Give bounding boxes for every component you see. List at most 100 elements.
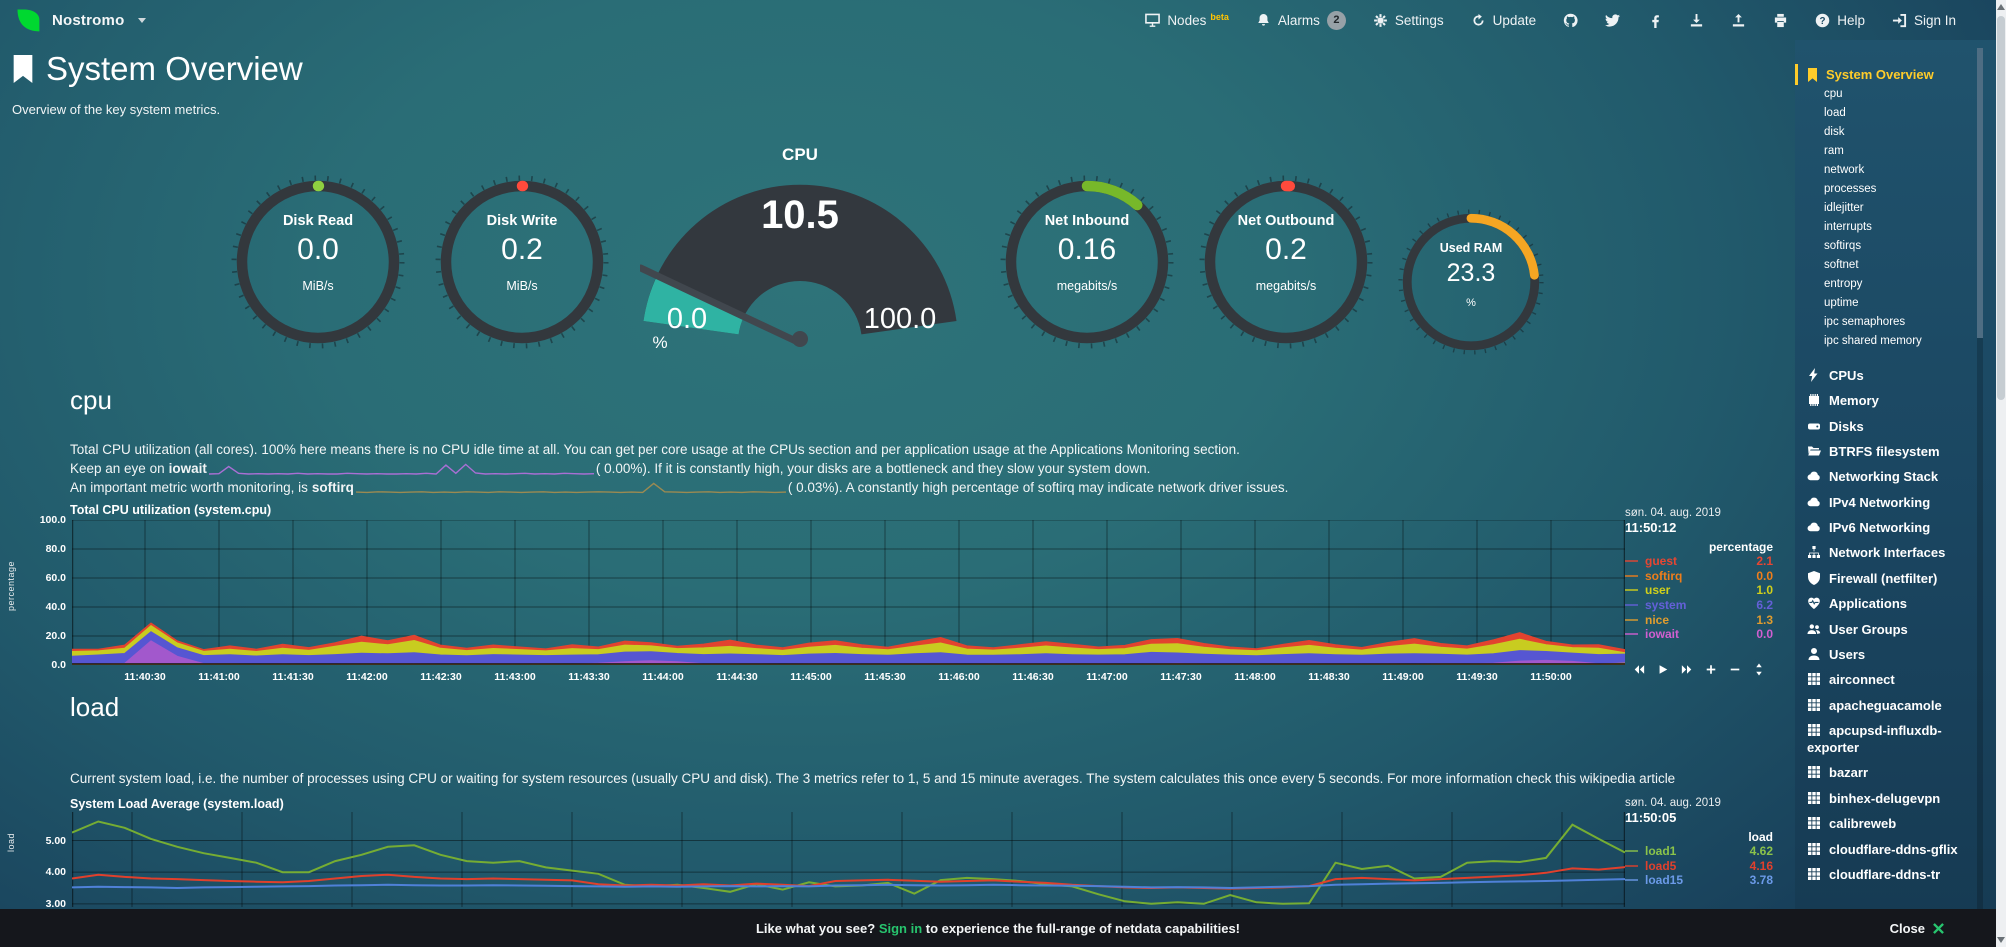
sidebar-item-airconnect[interactable]: airconnect — [1795, 667, 1996, 692]
node-switcher[interactable]: Nostromo — [14, 6, 147, 34]
grid-icon — [1808, 817, 1820, 830]
sidebar-item-ipv4-networking[interactable]: IPv4 Networking — [1795, 489, 1996, 514]
grid-icon — [1808, 867, 1820, 880]
load-chart-date: søn. 04. aug. 2019 — [1625, 797, 1721, 809]
folder-open-icon — [1808, 446, 1821, 456]
sidebar-subitem-softirqs[interactable]: softirqs — [1824, 239, 1862, 252]
gauge-cpu[interactable]: CPU 10.5 0.0 100.0 % — [640, 145, 960, 355]
sidebar-subitem-cpu[interactable]: cpu — [1824, 88, 1843, 101]
cpu-chart-time: 11:50:12 — [1625, 520, 1677, 535]
legend-row-load1[interactable]: load1 4.62 — [1625, 844, 1773, 859]
sidebar-item-memory[interactable]: Memory — [1795, 388, 1996, 413]
sidebar-subitem-uptime[interactable]: uptime — [1824, 296, 1859, 309]
sidebar-scrollbar[interactable] — [1977, 48, 1983, 947]
sidebar-item-btrfs-filesystem[interactable]: BTRFS filesystem — [1795, 439, 1996, 464]
twitter-link[interactable] — [1605, 13, 1621, 28]
signin-link[interactable]: Sign in — [878, 920, 923, 936]
sidebar-subitem-idlejitter[interactable]: idlejitter — [1824, 202, 1864, 214]
gauge-net-inbound[interactable]: Net Inbound 0.16 megabits/s — [1000, 175, 1174, 349]
zoom-in-icon[interactable] — [1705, 663, 1717, 676]
sidebar-item-cloudflare-ddns-tr[interactable]: cloudflare-ddns-tr — [1795, 862, 1996, 887]
sidebar-item-applications[interactable]: Applications — [1795, 591, 1996, 616]
help-button[interactable]: ? Help — [1815, 13, 1865, 28]
x-axis-tick: 11:46:00 — [938, 671, 980, 683]
svg-text:?: ? — [1820, 15, 1826, 26]
gauge-disk-read[interactable]: Disk Read 0.0 MiB/s — [231, 175, 405, 349]
close-banner-button[interactable]: Close — [1890, 921, 1944, 936]
sidebar-item-binhex-delugevpn[interactable]: binhex-delugevpn — [1795, 786, 1996, 811]
export-button[interactable] — [1689, 13, 1704, 28]
gauge-disk-write[interactable]: Disk Write 0.2 MiB/s — [435, 175, 609, 349]
sidebar-item-apacheguacamole[interactable]: apacheguacamole — [1795, 692, 1996, 717]
settings-button[interactable]: Settings — [1373, 13, 1444, 28]
sidebar-item-disks[interactable]: Disks — [1795, 413, 1996, 438]
play-icon[interactable] — [1657, 663, 1669, 676]
sidebar-item-networking-stack[interactable]: Networking Stack — [1795, 464, 1996, 489]
github-link[interactable] — [1563, 13, 1578, 28]
sidebar-item-cpus[interactable]: CPUs — [1795, 363, 1996, 388]
pan-backward-icon[interactable] — [1633, 663, 1645, 676]
scroll-down-arrow-icon[interactable] — [1997, 937, 2005, 943]
sidebar-subitem-load[interactable]: load — [1824, 107, 1846, 120]
legend-row-load15[interactable]: load15 3.78 — [1625, 873, 1773, 888]
grid-icon — [1808, 842, 1820, 855]
page-scrollbar[interactable] — [1996, 0, 2006, 947]
legend-row-user[interactable]: user 1.0 — [1625, 583, 1773, 598]
legend-row-softirq[interactable]: softirq 0.0 — [1625, 569, 1773, 584]
sidebar-item-users[interactable]: Users — [1795, 642, 1996, 667]
sidebar-subitem-entropy[interactable]: entropy — [1824, 277, 1863, 290]
upload-icon — [1733, 13, 1745, 26]
pan-forward-icon[interactable] — [1681, 663, 1693, 676]
legend-row-guest[interactable]: guest 2.1 — [1625, 554, 1773, 569]
alarms-button[interactable]: Alarms 2 — [1256, 10, 1346, 30]
resize-icon[interactable] — [1753, 663, 1765, 676]
print-button[interactable] — [1773, 13, 1788, 28]
nodes-button[interactable]: Nodes beta — [1145, 12, 1229, 28]
update-button[interactable]: Update — [1471, 13, 1536, 28]
load-chart-time: 11:50:05 — [1625, 810, 1677, 825]
legend-row-iowait[interactable]: iowait 0.0 — [1625, 627, 1773, 642]
zoom-out-icon[interactable] — [1729, 663, 1741, 676]
sidebar-subitem-ipc-semaphores[interactable]: ipc semaphores — [1824, 315, 1906, 328]
section-heading-load: load — [70, 692, 120, 722]
sidebar-item-user-groups[interactable]: User Groups — [1795, 616, 1996, 641]
sidebar-item-firewall-netfilter-[interactable]: Firewall (netfilter) — [1795, 566, 1996, 591]
x-axis-tick: 11:47:30 — [1160, 671, 1202, 683]
sidebar-subitem-interrupts[interactable]: interrupts — [1824, 220, 1872, 233]
y-axis-tick: 5.00 — [45, 834, 66, 847]
sidebar-item-cloudflare-ddns-gflix[interactable]: cloudflare-ddns-gflix — [1795, 836, 1996, 861]
load-chart-ylabel: load — [6, 833, 16, 853]
sidebar-item-apcupsd-influxdb-exporter[interactable]: apcupsd-influxdb-exporter — [1807, 723, 1942, 755]
alarms-count-badge: 2 — [1326, 10, 1346, 30]
gauge-used-ram[interactable]: Used RAM 23.3% — [1398, 209, 1544, 355]
signin-banner: Like what you see? Sign in to experience… — [0, 909, 1996, 947]
sidebar-item-bazarr[interactable]: bazarr — [1795, 760, 1996, 785]
sidebar-item-ipv6-networking[interactable]: IPv6 Networking — [1795, 515, 1996, 540]
x-axis-tick: 11:49:00 — [1382, 671, 1424, 683]
cpu-chart-plot[interactable] — [72, 520, 1625, 665]
sidebar-item-network-interfaces[interactable]: Network Interfaces — [1795, 540, 1996, 565]
gauge-net-outbound[interactable]: Net Outbound 0.2 megabits/s — [1199, 175, 1373, 349]
sidebar-subitem-ipc-shared-memory[interactable]: ipc shared memory — [1824, 334, 1922, 347]
signin-button[interactable]: Sign In — [1892, 13, 1956, 28]
legend-row-system[interactable]: system 6.2 — [1625, 598, 1773, 613]
load-chart-plot[interactable] — [72, 812, 1625, 907]
load-chart-units: load — [1748, 830, 1773, 844]
sidebar-subitem-softnet[interactable]: softnet — [1824, 258, 1859, 271]
legend-row-nice[interactable]: nice 1.3 — [1625, 612, 1773, 627]
scroll-up-arrow-icon[interactable] — [1997, 4, 2005, 10]
sidebar-subitem-processes[interactable]: processes — [1824, 183, 1877, 196]
sidebar-subitem-ram[interactable]: ram — [1824, 145, 1844, 158]
sidebar-subitem-network[interactable]: network — [1824, 164, 1865, 177]
cpu-gauge-min: 0.0 — [666, 303, 708, 335]
scrollbar-thumb[interactable] — [1997, 16, 2005, 400]
sidebar-menu: System Overview cpu load disk ram network pro… — [1795, 40, 1996, 947]
memory-icon — [1809, 394, 1819, 407]
facebook-link[interactable] — [1647, 13, 1662, 28]
legend-row-load5[interactable]: load5 4.16 — [1625, 859, 1773, 874]
import-button[interactable] — [1731, 13, 1746, 28]
sidebar-item-calibreweb[interactable]: calibreweb — [1795, 811, 1996, 836]
sidebar-item-system-overview[interactable]: System Overview — [1795, 64, 1996, 85]
sidebar-subitem-disk[interactable]: disk — [1824, 126, 1845, 139]
refresh-icon — [1473, 13, 1484, 26]
